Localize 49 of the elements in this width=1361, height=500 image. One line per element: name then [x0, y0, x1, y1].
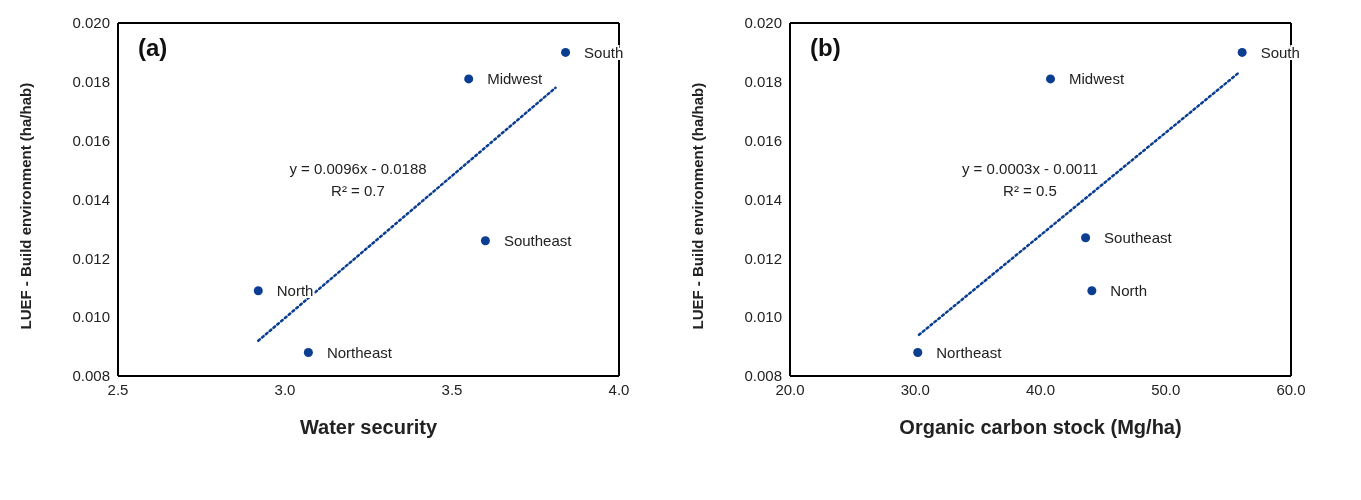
point — [480, 236, 490, 246]
x-tick-label: 3.0 — [274, 380, 296, 398]
x-tick-label: 3.5 — [441, 380, 463, 398]
series-label: Northeast — [326, 343, 393, 361]
x-tick-label: 40.0 — [1025, 380, 1056, 398]
text: (b) — [810, 34, 841, 62]
y-tick-label: 0.012 — [744, 249, 782, 267]
annotation: R² = 0.7 — [330, 181, 386, 201]
annotation: y = 0.0096x - 0.0188 — [288, 159, 428, 179]
x-tick-label: 50.0 — [1151, 380, 1181, 398]
point — [1046, 74, 1056, 84]
y-tick-label: 0.014 — [72, 190, 110, 208]
y-tick-label: 0.010 — [72, 308, 110, 326]
series-label: Southeast — [1104, 229, 1173, 247]
series-label: Midwest — [487, 70, 544, 88]
point — [561, 47, 571, 57]
y-tick-label: 0.012 — [72, 249, 110, 267]
series-label: North — [276, 282, 314, 300]
series-label: Southeast — [503, 232, 573, 250]
x-tick-label: 4.0 — [608, 380, 630, 398]
annotation: R² = 0.5 — [1002, 181, 1058, 201]
text: (a) — [138, 34, 168, 62]
series-label: North — [1110, 282, 1148, 300]
point — [913, 347, 923, 357]
y-tick-label: 0.008 — [72, 367, 110, 385]
y-axis-title: LUEF - Build environment (ha/hab) — [17, 82, 35, 330]
y-tick-label: 0.010 — [744, 308, 782, 326]
point — [303, 347, 313, 357]
y-tick-label: 0.018 — [72, 73, 110, 91]
y-tick-label: 0.014 — [744, 190, 782, 208]
x-axis-title: Organic carbon stock (Mg/ha) — [899, 416, 1182, 438]
x-tick-label: 60.0 — [1276, 380, 1306, 398]
y-tick-label: 0.016 — [744, 131, 782, 149]
x-tick-label: 30.0 — [900, 380, 930, 398]
series-label: Midwest — [1069, 70, 1125, 88]
point — [1087, 286, 1097, 296]
point — [464, 74, 474, 84]
y-tick-label: 0.018 — [744, 73, 782, 91]
y-tick-label: 0.020 — [72, 14, 110, 32]
point — [1237, 47, 1247, 57]
x-axis-title: Water security — [299, 416, 438, 438]
point — [253, 286, 263, 296]
y-tick-label: 0.020 — [744, 14, 782, 32]
y-axis-title: LUEF - Build environment (ha/hab) — [689, 82, 707, 330]
series-label: Northeast — [936, 343, 1003, 361]
x-tick-label: 2.5 — [107, 380, 129, 398]
annotation: y = 0.0003x - 0.0011 — [960, 159, 1100, 179]
y-tick-label: 0.016 — [72, 131, 110, 149]
point — [1081, 233, 1091, 243]
